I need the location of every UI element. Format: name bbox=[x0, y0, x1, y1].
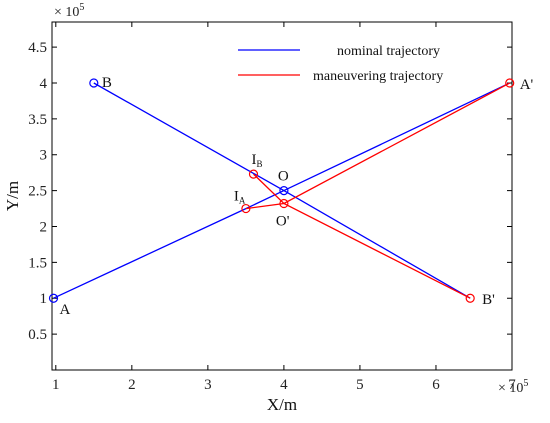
point-label: A bbox=[60, 302, 71, 318]
y-tick-label: 2 bbox=[40, 219, 48, 235]
point-marker bbox=[279, 198, 289, 209]
point-label: O bbox=[278, 169, 289, 185]
point-marker bbox=[505, 78, 515, 88]
point-label: B bbox=[102, 75, 112, 91]
point-label: IB bbox=[251, 152, 262, 169]
x-axis-label: X/m bbox=[267, 395, 297, 414]
x-tick-label: 1 bbox=[52, 377, 60, 393]
series-line-maneuvering bbox=[253, 173, 471, 299]
series-line-nominal bbox=[93, 82, 471, 299]
x-tick-label: 6 bbox=[432, 377, 440, 393]
x-tick-label: 2 bbox=[128, 377, 136, 393]
y-tick-label: 1.5 bbox=[28, 255, 47, 271]
y-tick-label: 3 bbox=[40, 148, 48, 164]
x-axis-exponent: × 105 bbox=[498, 378, 528, 396]
y-axis-exponent-base: × 10 bbox=[54, 5, 79, 20]
point-marker bbox=[248, 169, 259, 179]
point-marker bbox=[48, 293, 59, 303]
y-tick-label: 4.5 bbox=[28, 40, 47, 56]
y-axis-exponent: × 105 bbox=[54, 2, 84, 20]
point-label: IA bbox=[234, 189, 246, 206]
point-label: A' bbox=[520, 77, 534, 93]
x-axis-exponent-base: × 10 bbox=[498, 381, 523, 396]
y-tick-label: 0.5 bbox=[28, 327, 47, 343]
series-line-nominal bbox=[53, 82, 510, 299]
point-label: O' bbox=[276, 214, 290, 230]
x-axis-exponent-power: 5 bbox=[523, 378, 528, 389]
y-axis-label: Y/m bbox=[3, 181, 22, 211]
x-tick-label: 5 bbox=[356, 377, 364, 393]
y-tick-label: 2.5 bbox=[28, 184, 47, 200]
legend-entry: nominal trajectory bbox=[337, 44, 440, 59]
y-tick-label: 1 bbox=[40, 291, 48, 307]
x-tick-label: 4 bbox=[280, 377, 288, 393]
legend-entry: maneuvering trajectory bbox=[313, 69, 443, 84]
x-tick-label: 7 bbox=[508, 377, 516, 393]
y-tick-label: 4 bbox=[40, 76, 48, 92]
point-marker bbox=[241, 203, 251, 214]
plot-area-frame bbox=[51, 21, 513, 371]
point-label: B' bbox=[482, 292, 495, 308]
x-tick-label: 3 bbox=[204, 377, 212, 393]
point-marker bbox=[89, 78, 99, 88]
y-tick-label: 3.5 bbox=[28, 112, 47, 128]
point-marker bbox=[279, 186, 289, 196]
y-axis-exponent-power: 5 bbox=[79, 2, 84, 13]
point-marker bbox=[465, 293, 475, 303]
